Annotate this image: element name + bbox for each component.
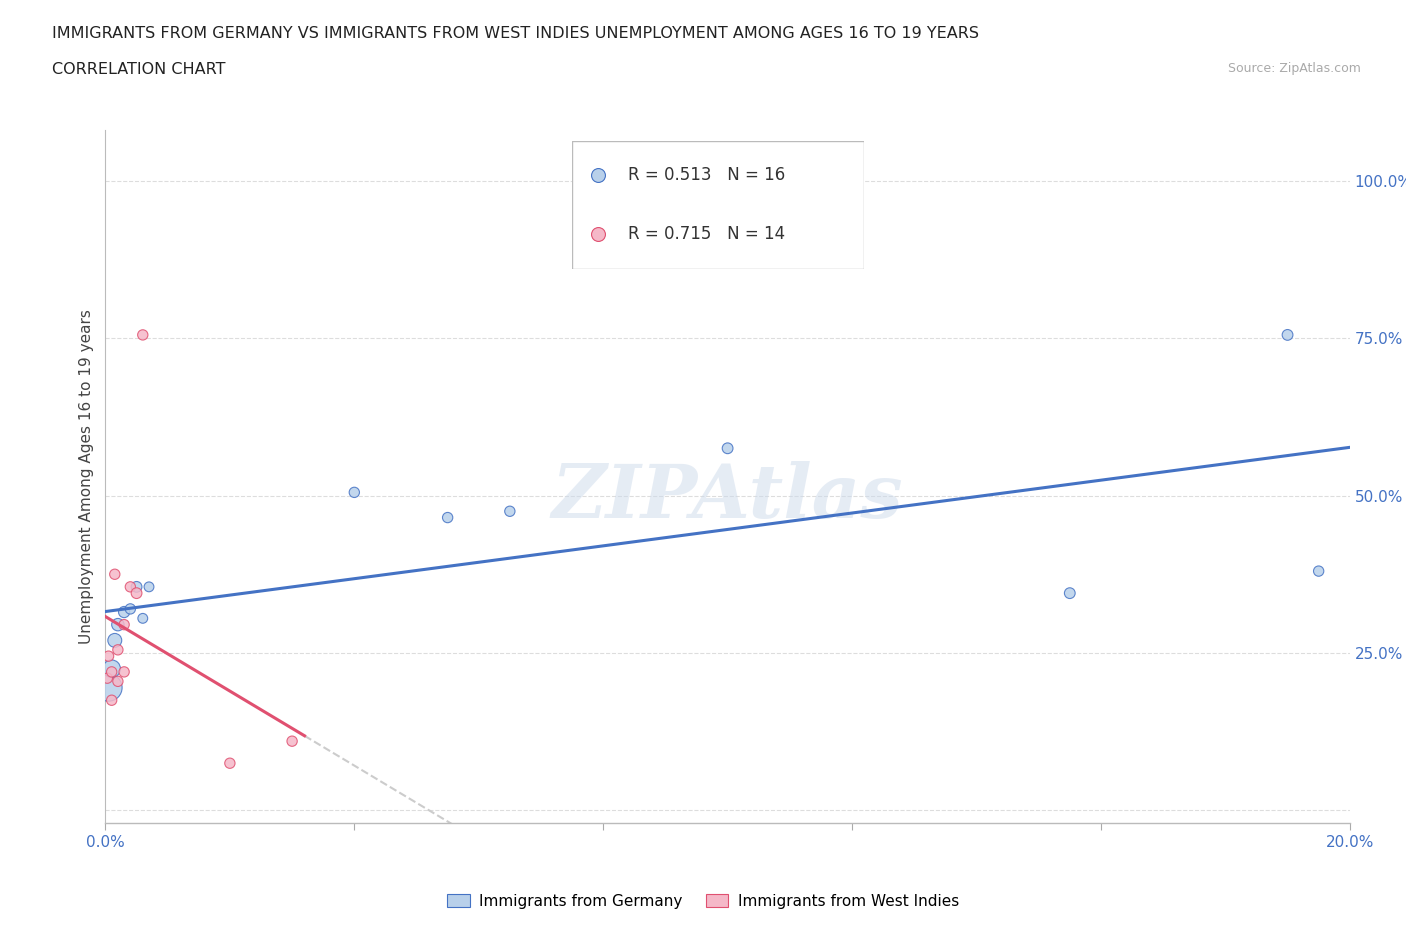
Point — [717, 441, 740, 456]
Point — [107, 674, 129, 689]
Point — [125, 579, 148, 594]
Point — [499, 504, 522, 519]
Text: IMMIGRANTS FROM GERMANY VS IMMIGRANTS FROM WEST INDIES UNEMPLOYMENT AMONG AGES 1: IMMIGRANTS FROM GERMANY VS IMMIGRANTS FR… — [52, 26, 979, 41]
Text: CORRELATION CHART: CORRELATION CHART — [52, 62, 225, 77]
Point — [97, 649, 120, 664]
Point — [112, 618, 135, 632]
Point — [100, 664, 122, 679]
Point — [107, 618, 129, 632]
Point — [138, 579, 160, 594]
Point — [1308, 564, 1330, 578]
Point — [112, 604, 135, 619]
Point — [96, 671, 118, 685]
Text: ZIPAtlas: ZIPAtlas — [551, 461, 904, 534]
Point — [120, 602, 142, 617]
Y-axis label: Unemployment Among Ages 16 to 19 years: Unemployment Among Ages 16 to 19 years — [79, 309, 94, 644]
Point — [97, 680, 120, 695]
Text: Source: ZipAtlas.com: Source: ZipAtlas.com — [1227, 62, 1361, 75]
Point — [218, 756, 242, 771]
Point — [1277, 327, 1299, 342]
Point — [112, 664, 135, 679]
Legend: Immigrants from Germany, Immigrants from West Indies: Immigrants from Germany, Immigrants from… — [441, 887, 965, 915]
Point — [107, 643, 129, 658]
Point — [343, 485, 366, 499]
Point — [281, 734, 304, 749]
Point — [436, 511, 458, 525]
Point — [100, 661, 122, 676]
Point — [104, 566, 127, 581]
Point — [125, 586, 148, 601]
Point — [1059, 586, 1081, 601]
Point — [104, 633, 127, 648]
Point — [132, 327, 155, 342]
Point — [132, 611, 155, 626]
Point — [120, 579, 142, 594]
Point — [100, 693, 122, 708]
